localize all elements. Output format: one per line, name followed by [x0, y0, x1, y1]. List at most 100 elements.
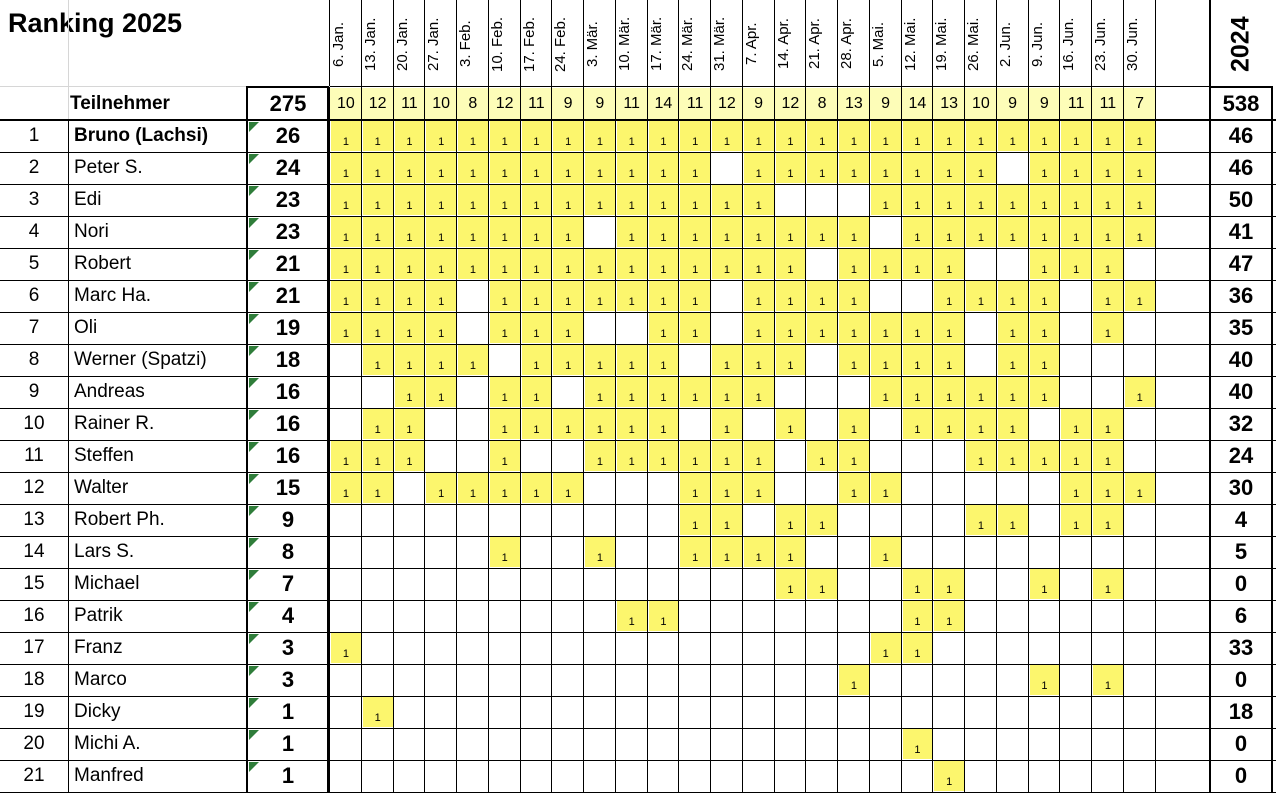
attendance-mark[interactable]: 1 [331, 633, 361, 663]
attendance-mark[interactable]: 1 [870, 633, 901, 663]
attendance-mark[interactable]: 1 [553, 281, 583, 311]
attendance-mark[interactable]: 1 [839, 409, 869, 439]
attendance-mark[interactable]: 1 [934, 185, 964, 215]
attendance-mark[interactable]: 1 [712, 217, 742, 247]
attendance-mark[interactable]: 1 [870, 313, 901, 343]
date-header[interactable]: 3. Feb. [457, 20, 474, 68]
attendance-mark[interactable]: 1 [775, 409, 806, 439]
attendance-mark[interactable]: 1 [712, 249, 742, 279]
date-header[interactable]: 13. Jan. [361, 17, 379, 71]
attendance-mark[interactable]: 1 [743, 537, 774, 567]
date-header[interactable]: 31. Mär. [711, 16, 728, 72]
attendance-mark[interactable]: 1 [616, 409, 647, 439]
attendance-mark[interactable]: 1 [394, 345, 425, 375]
attendance-mark[interactable]: 1 [648, 121, 679, 151]
attendance-count-cell[interactable]: 12 [488, 88, 521, 120]
attendance-mark[interactable]: 1 [394, 153, 425, 183]
player-name-cell[interactable]: Andreas [74, 381, 145, 402]
rank-cell[interactable]: 20 [23, 733, 45, 754]
attendance-mark[interactable]: 1 [1093, 409, 1123, 439]
attendance-count-cell[interactable]: 14 [901, 88, 934, 120]
attendance-mark[interactable]: 1 [585, 441, 615, 471]
attendance-mark[interactable]: 1 [521, 249, 552, 279]
rank-cell[interactable]: 4 [28, 221, 40, 242]
attendance-mark[interactable]: 1 [362, 185, 393, 215]
attendance-mark[interactable]: 1 [870, 473, 901, 503]
attendance-mark[interactable]: 1 [1124, 217, 1155, 247]
attendance-mark[interactable]: 1 [839, 441, 869, 471]
attendance-count-cell[interactable]: 12 [711, 88, 743, 120]
attendance-mark[interactable]: 1 [902, 601, 933, 631]
points-cell[interactable]: 16 [275, 443, 301, 468]
attendance-mark[interactable]: 1 [585, 409, 615, 439]
attendance-mark[interactable]: 1 [902, 569, 933, 599]
attendance-mark[interactable]: 1 [648, 409, 679, 439]
attendance-mark[interactable]: 1 [1029, 185, 1060, 215]
attendance-mark[interactable]: 1 [1093, 249, 1123, 279]
attendance-count-cell[interactable]: 11 [520, 88, 553, 120]
attendance-mark[interactable]: 1 [997, 313, 1028, 343]
attendance-mark[interactable]: 1 [648, 217, 679, 247]
attendance-count-cell[interactable]: 11 [679, 88, 711, 120]
attendance-mark[interactable]: 1 [648, 377, 679, 407]
prev-year-points-cell[interactable]: 50 [1228, 187, 1254, 212]
attendance-mark[interactable]: 1 [775, 313, 806, 343]
attendance-mark[interactable]: 1 [362, 217, 393, 247]
attendance-count-cell[interactable]: 10 [965, 88, 997, 120]
attendance-mark[interactable]: 1 [839, 217, 869, 247]
attendance-mark[interactable]: 1 [775, 217, 806, 247]
attendance-mark[interactable]: 1 [1093, 153, 1123, 183]
date-header[interactable]: 2. Jun. [996, 21, 1014, 67]
attendance-mark[interactable]: 1 [331, 313, 361, 343]
attendance-mark[interactable]: 1 [966, 217, 996, 247]
attendance-mark[interactable]: 1 [1029, 441, 1060, 471]
attendance-mark[interactable]: 1 [934, 281, 964, 311]
attendance-mark[interactable]: 1 [743, 217, 774, 247]
points-cell[interactable]: 24 [275, 155, 301, 180]
attendance-mark[interactable]: 1 [775, 345, 806, 375]
rank-cell[interactable]: 17 [23, 637, 45, 658]
attendance-mark[interactable]: 1 [839, 345, 869, 375]
rank-cell[interactable]: 2 [28, 157, 40, 178]
attendance-mark[interactable]: 1 [521, 121, 552, 151]
attendance-mark[interactable]: 1 [680, 313, 710, 343]
attendance-mark[interactable]: 1 [743, 185, 774, 215]
attendance-count-cell[interactable]: 8 [806, 88, 838, 120]
points-cell[interactable]: 7 [281, 571, 295, 596]
player-name-cell[interactable]: Peter S. [74, 157, 143, 178]
attendance-mark[interactable]: 1 [331, 121, 361, 151]
prev-year-points-cell[interactable]: 46 [1228, 155, 1254, 180]
attendance-count-cell[interactable]: 11 [1060, 88, 1092, 120]
attendance-mark[interactable]: 1 [585, 121, 615, 151]
attendance-mark[interactable]: 1 [458, 217, 488, 247]
attendance-mark[interactable]: 1 [1093, 313, 1123, 343]
prev-year-points-cell[interactable]: 0 [1234, 763, 1248, 788]
attendance-mark[interactable]: 1 [426, 377, 456, 407]
attendance-mark[interactable]: 1 [426, 313, 456, 343]
prev-year-points-cell[interactable]: 30 [1228, 475, 1254, 500]
attendance-mark[interactable]: 1 [807, 441, 837, 471]
attendance-mark[interactable]: 1 [1093, 505, 1123, 535]
attendance-mark[interactable]: 1 [585, 345, 615, 375]
attendance-mark[interactable]: 1 [394, 441, 425, 471]
attendance-mark[interactable]: 1 [902, 153, 933, 183]
attendance-mark[interactable]: 1 [648, 249, 679, 279]
attendance-count-cell[interactable]: 10 [425, 88, 457, 120]
attendance-mark[interactable]: 1 [585, 537, 615, 567]
attendance-mark[interactable]: 1 [966, 281, 996, 311]
attendance-mark[interactable]: 1 [553, 409, 583, 439]
date-header[interactable]: 17. Feb. [520, 16, 538, 72]
attendance-mark[interactable]: 1 [1093, 473, 1123, 503]
attendance-mark[interactable]: 1 [426, 217, 456, 247]
attendance-mark[interactable]: 1 [680, 217, 710, 247]
attendance-mark[interactable]: 1 [489, 409, 520, 439]
attendance-mark[interactable]: 1 [997, 441, 1028, 471]
attendance-mark[interactable]: 1 [712, 537, 742, 567]
attendance-count-cell[interactable]: 12 [361, 88, 394, 120]
attendance-mark[interactable]: 1 [997, 121, 1028, 151]
attendance-mark[interactable]: 1 [426, 345, 456, 375]
rank-cell[interactable]: 18 [23, 669, 45, 690]
rank-cell[interactable]: 1 [28, 125, 40, 146]
prev-year-points-cell[interactable]: 0 [1234, 571, 1248, 596]
attendance-mark[interactable]: 1 [648, 345, 679, 375]
